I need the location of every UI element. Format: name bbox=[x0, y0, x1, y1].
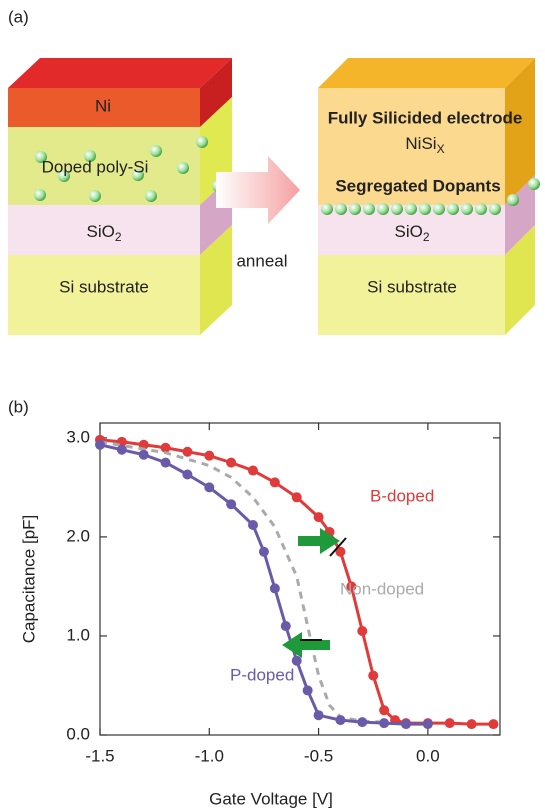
data-point bbox=[357, 626, 367, 636]
y-tick-label: 1.0 bbox=[66, 625, 90, 644]
panel-label: (b) bbox=[8, 397, 29, 416]
electrode-title: Fully Silicided electrode bbox=[328, 108, 523, 127]
arrow-label: anneal bbox=[236, 251, 287, 270]
data-point bbox=[259, 547, 269, 557]
data-point bbox=[270, 583, 280, 593]
data-point bbox=[161, 458, 171, 468]
subscript: X bbox=[437, 142, 445, 156]
dopant-label: Segregated Dopants bbox=[335, 176, 500, 195]
plot-frame bbox=[100, 423, 500, 735]
y-tick-label: 3.0 bbox=[66, 427, 90, 446]
data-point bbox=[423, 719, 433, 729]
text: SiO bbox=[394, 222, 422, 241]
figure: (a) Ni Doped poly-Si SiO2 Si substrate a… bbox=[0, 0, 545, 811]
data-point bbox=[204, 451, 214, 461]
data-point bbox=[226, 499, 236, 509]
data-point bbox=[248, 520, 258, 530]
layer-label: Si substrate bbox=[59, 277, 149, 296]
data-point bbox=[182, 470, 192, 480]
top-face bbox=[318, 58, 535, 88]
data-point bbox=[314, 512, 324, 522]
text: NiSi bbox=[405, 134, 436, 153]
data-point bbox=[139, 450, 149, 460]
subscript: 2 bbox=[115, 230, 122, 244]
layer-label: Si substrate bbox=[367, 277, 457, 296]
data-point bbox=[379, 705, 389, 715]
x-tick-label: -0.5 bbox=[304, 746, 333, 765]
shift-arrows bbox=[282, 528, 346, 658]
data-point bbox=[204, 482, 214, 492]
panel-b: (b) Gate Voltage [V] Capacitance [pF] -1… bbox=[8, 397, 500, 808]
series-label: P-doped bbox=[230, 665, 294, 684]
data-point bbox=[357, 717, 367, 727]
data-point bbox=[314, 710, 324, 720]
layer-label: Doped poly-Si bbox=[42, 157, 149, 176]
panel-a: (a) Ni Doped poly-Si SiO2 Si substrate a… bbox=[8, 7, 540, 335]
data-point bbox=[292, 492, 302, 502]
x-axis-label: Gate Voltage [V] bbox=[209, 789, 333, 808]
data-point bbox=[281, 621, 291, 631]
data-point bbox=[95, 440, 105, 450]
data-point bbox=[368, 671, 378, 681]
data-point bbox=[182, 447, 192, 457]
series-label: Non-doped bbox=[340, 579, 424, 598]
subscript: 2 bbox=[423, 230, 430, 244]
data-point bbox=[335, 715, 345, 725]
layer-label: Ni bbox=[95, 96, 111, 115]
data-point bbox=[248, 466, 258, 476]
data-point bbox=[488, 719, 498, 729]
data-point bbox=[117, 445, 127, 455]
top-face bbox=[8, 58, 232, 88]
data-point bbox=[226, 458, 236, 468]
x-tick-label: -1.5 bbox=[85, 746, 114, 765]
text: SiO bbox=[86, 222, 114, 241]
y-tick-label: 2.0 bbox=[66, 526, 90, 545]
x-tick-label: -1.0 bbox=[195, 746, 224, 765]
panel-label: (a) bbox=[8, 7, 29, 26]
series-label: B-doped bbox=[370, 486, 434, 505]
x-tick-label: 0.0 bbox=[416, 746, 440, 765]
data-point bbox=[292, 656, 302, 666]
data-point bbox=[401, 719, 411, 729]
y-axis-label: Capacitance [pF] bbox=[19, 515, 38, 644]
data-point bbox=[445, 718, 455, 728]
y-tick-label: 0.0 bbox=[66, 724, 90, 743]
data-point bbox=[379, 718, 389, 728]
data-point bbox=[467, 719, 477, 729]
data-point bbox=[270, 477, 280, 487]
data-point bbox=[303, 685, 313, 695]
